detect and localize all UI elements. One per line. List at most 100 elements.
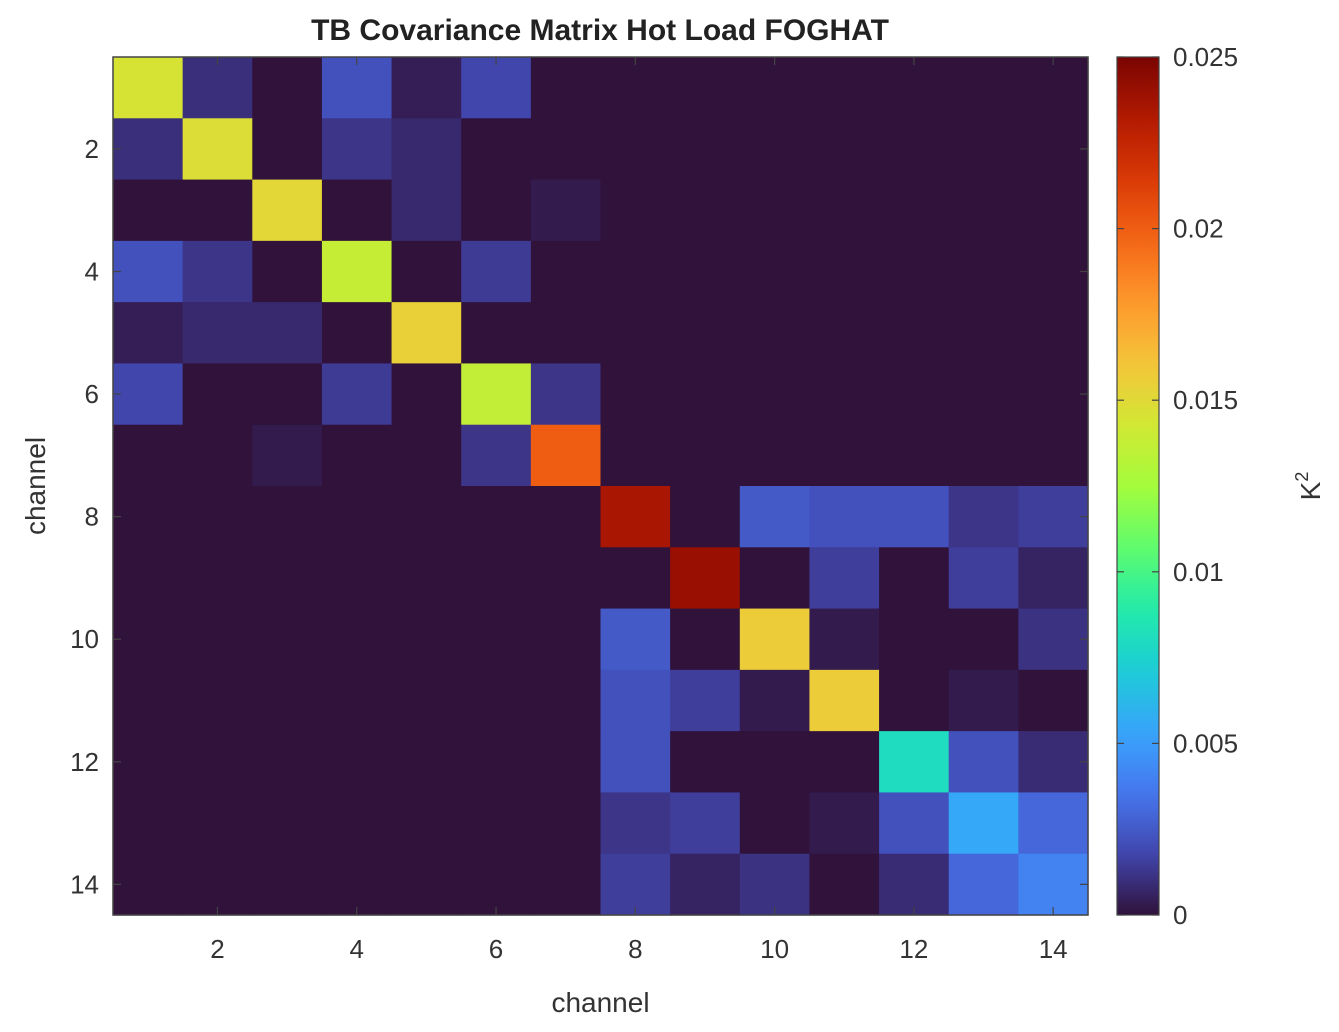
heatmap-cell-r13-c12 — [879, 792, 950, 855]
heatmap-cell-r12-c5 — [391, 731, 462, 794]
heatmap-cell-r9-c11 — [809, 547, 880, 610]
heatmap-cell-r1-c11 — [809, 57, 880, 119]
heatmap-cell-r14-c6 — [461, 853, 532, 916]
plot-frame — [112, 56, 1089, 916]
y-tick-label: 4 — [85, 257, 99, 287]
heatmap-cell-r9-c10 — [739, 547, 811, 610]
heatmap-cell-r5-c8 — [600, 302, 671, 365]
heatmap-cell-r12-c8 — [600, 731, 671, 794]
heatmap-cell-r14-c4 — [321, 853, 393, 916]
heatmap-cell-r4-c6 — [461, 240, 532, 303]
heatmap-cell-r4-c5 — [391, 240, 462, 303]
heatmap-cell-r9-c4 — [321, 547, 393, 610]
heatmap-cell-r3-c3 — [252, 179, 323, 242]
x-tick-label: 6 — [489, 934, 503, 964]
heatmap-cell-r3-c1 — [113, 179, 184, 242]
heatmap-cell-r1-c13 — [948, 57, 1019, 119]
colorbar — [1116, 56, 1160, 916]
heatmap-cell-r3-c10 — [739, 179, 811, 242]
heatmap-cell-r6-c13 — [948, 363, 1019, 426]
heatmap-cell-r7-c9 — [670, 424, 741, 487]
heatmap-cell-r12-c9 — [670, 731, 741, 794]
heatmap-cell-r13-c4 — [321, 792, 393, 855]
heatmap-cell-r5-c14 — [1018, 302, 1089, 365]
heatmap-cell-r8-c9 — [670, 486, 741, 548]
y-tick-label: 10 — [70, 624, 99, 654]
heatmap-cell-r1-c3 — [252, 57, 323, 119]
heatmap-cell-r11-c5 — [391, 669, 462, 732]
heatmap-cell-r10-c3 — [252, 608, 323, 671]
heatmap-cell-r12-c2 — [182, 731, 253, 794]
heatmap-cell-r1-c12 — [879, 57, 950, 119]
heatmap-cell-r2-c9 — [670, 118, 741, 181]
heatmap-cell-r14-c2 — [182, 853, 253, 916]
heatmap-cell-r2-c8 — [600, 118, 671, 181]
heatmap-cell-r5-c7 — [530, 302, 602, 365]
heatmap-cell-r14-c9 — [670, 853, 741, 916]
heatmap-cell-r9-c2 — [182, 547, 253, 610]
heatmap-cell-r5-c12 — [879, 302, 950, 365]
heatmap-cell-r13-c9 — [670, 792, 741, 855]
heatmap-cell-r5-c9 — [670, 302, 741, 365]
heatmap-cell-r6-c3 — [252, 363, 323, 426]
heatmap-cell-r13-c14 — [1018, 792, 1089, 855]
heatmap-cell-r10-c4 — [321, 608, 393, 671]
heatmap-cell-r11-c14 — [1018, 669, 1089, 732]
heatmap-cell-r9-c12 — [879, 547, 950, 610]
heatmap-cell-r1-c6 — [461, 57, 532, 119]
heatmap-cell-r8-c2 — [182, 486, 253, 548]
heatmap-cell-r14-c10 — [739, 853, 811, 916]
heatmap-cell-r8-c8 — [600, 486, 671, 548]
heatmap-cell-r7-c11 — [809, 424, 880, 487]
chart-title: TB Covariance Matrix Hot Load FOGHAT — [311, 14, 889, 47]
x-tick-label: 10 — [760, 934, 789, 964]
heatmap-cell-r12-c6 — [461, 731, 532, 794]
y-tick-label: 14 — [70, 869, 99, 899]
heatmap-cell-r3-c8 — [600, 179, 671, 242]
colorbar-tick-label: 0.01 — [1173, 557, 1224, 587]
heatmap-cell-r3-c12 — [879, 179, 950, 242]
heatmap-cell-r10-c2 — [182, 608, 253, 671]
heatmap-cell-r3-c2 — [182, 179, 253, 242]
heatmap-cell-r5-c13 — [948, 302, 1019, 365]
colorbar-tick-label: 0.005 — [1173, 728, 1238, 758]
heatmap-cell-r14-c7 — [530, 853, 602, 916]
heatmap-cell-r10-c8 — [600, 608, 671, 671]
y-tick-label: 8 — [85, 502, 99, 532]
heatmap-cell-r6-c9 — [670, 363, 741, 426]
colorbar-tick-label: 0.025 — [1173, 42, 1238, 72]
x-tick-label: 2 — [210, 934, 224, 964]
heatmap-cell-r8-c6 — [461, 486, 532, 548]
heatmap-cell-r1-c1 — [113, 57, 184, 119]
heatmap-cell-r10-c6 — [461, 608, 532, 671]
heatmap-cell-r2-c5 — [391, 118, 462, 181]
heatmap-cell-r1-c4 — [321, 57, 393, 119]
colorbar-tick-label: 0.02 — [1173, 214, 1224, 244]
heatmap-cell-r6-c7 — [530, 363, 602, 426]
heatmap-cell-r9-c7 — [530, 547, 602, 610]
heatmap-cell-r8-c12 — [879, 486, 950, 548]
heatmap-cell-r1-c7 — [530, 57, 602, 119]
heatmap-cell-r6-c2 — [182, 363, 253, 426]
heatmap-cell-r5-c2 — [182, 302, 253, 365]
heatmap-cell-r2-c1 — [113, 118, 184, 181]
heatmap-cell-r2-c13 — [948, 118, 1019, 181]
heatmap-cell-r14-c14 — [1018, 853, 1089, 916]
heatmap-cell-r2-c10 — [739, 118, 811, 181]
heatmap-cell-r4-c12 — [879, 240, 950, 303]
heatmap-cell-r9-c1 — [113, 547, 184, 610]
heatmap-cell-r8-c3 — [252, 486, 323, 548]
heatmap-cell-r4-c3 — [252, 240, 323, 303]
heatmap-cell-r11-c9 — [670, 669, 741, 732]
heatmap-cell-r14-c12 — [879, 853, 950, 916]
heatmap-cell-r13-c5 — [391, 792, 462, 855]
heatmap-cell-r12-c4 — [321, 731, 393, 794]
y-tick-label: 12 — [70, 747, 99, 777]
heatmap-cell-r1-c2 — [182, 57, 253, 119]
colorbar-tick-label: 0 — [1173, 900, 1187, 930]
heatmap-cell-r6-c10 — [739, 363, 811, 426]
heatmap-cell-r11-c10 — [739, 669, 811, 732]
heatmap-cell-r9-c6 — [461, 547, 532, 610]
heatmap-cell-r12-c1 — [113, 731, 184, 794]
